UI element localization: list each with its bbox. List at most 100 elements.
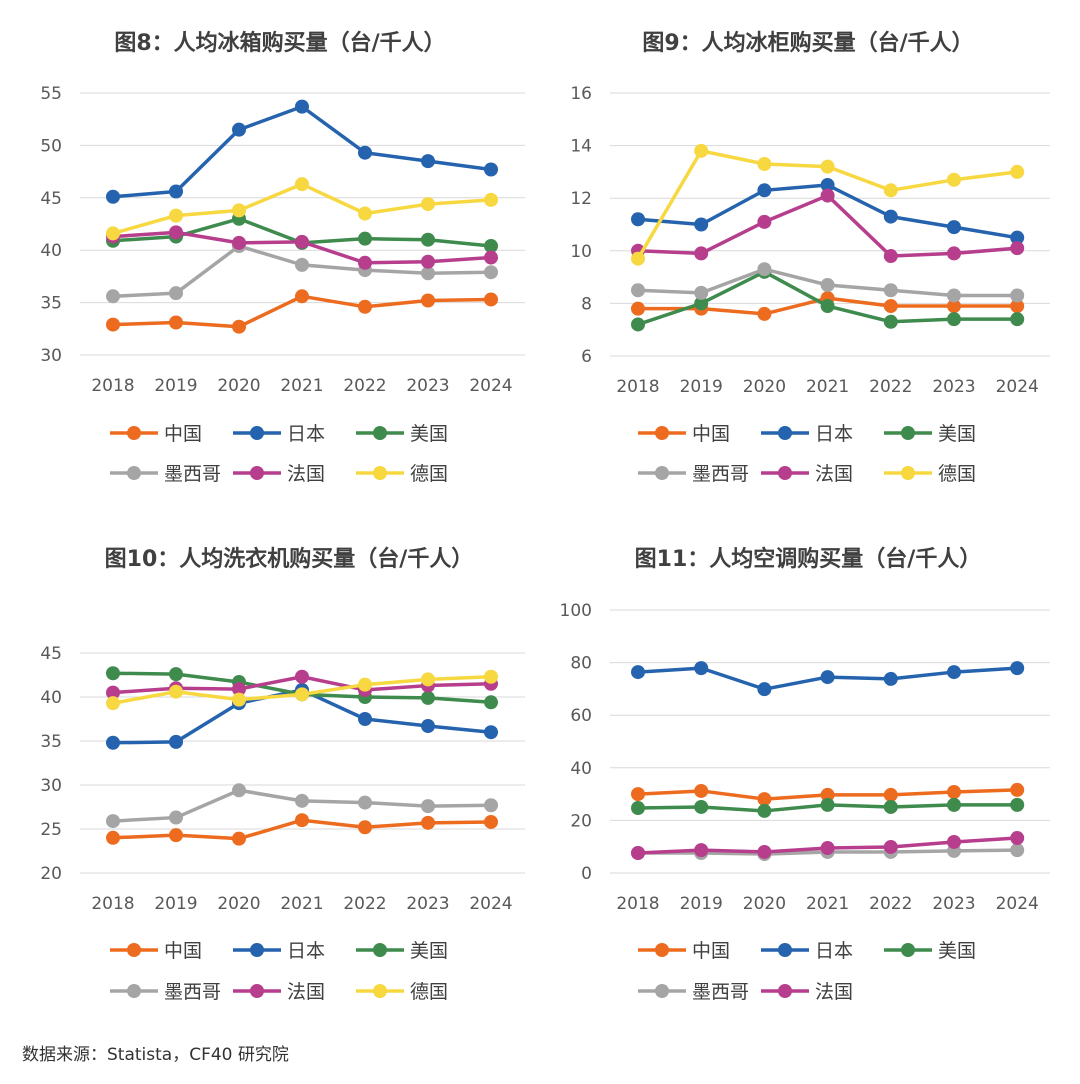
data-point [358, 299, 372, 314]
legend-label: 墨西哥 [692, 463, 749, 485]
data-point [820, 787, 835, 802]
y-tick-label: 20 [40, 864, 62, 884]
data-point [232, 203, 246, 218]
y-tick-label: 12 [570, 189, 592, 209]
y-tick-label: 30 [40, 346, 62, 366]
data-point [169, 828, 183, 843]
x-tick-label: 2023 [406, 376, 449, 396]
legend-label: 法国 [815, 981, 853, 1003]
data-point [421, 266, 435, 281]
data-point [169, 734, 183, 749]
data-point [883, 209, 898, 224]
y-tick-label: 20 [570, 811, 592, 831]
data-point [106, 226, 120, 241]
legend-label: 美国 [938, 423, 976, 445]
legend-marker [127, 466, 141, 480]
data-point [1010, 241, 1025, 256]
legend-marker [778, 466, 792, 480]
data-point [106, 189, 120, 204]
y-tick-label: 40 [40, 241, 62, 261]
x-tick-label: 2023 [406, 894, 449, 914]
chart-title-freezer: 图9：人均冰柜购买量（台/千人） [642, 31, 974, 56]
data-point [694, 783, 709, 798]
data-point [1010, 164, 1025, 179]
data-point [694, 285, 709, 300]
data-point [947, 797, 961, 812]
data-point [484, 814, 498, 829]
data-point [484, 265, 498, 280]
data-point [484, 725, 498, 740]
data-point [820, 670, 835, 685]
data-point [169, 208, 183, 223]
legend-marker [250, 426, 264, 440]
data-point [820, 277, 835, 292]
legend-marker [250, 984, 264, 998]
x-tick-label: 2018 [616, 377, 659, 397]
legend-label: 墨西哥 [692, 981, 749, 1003]
data-point [295, 793, 309, 808]
y-tick-label: 25 [40, 820, 62, 840]
data-point [169, 684, 183, 699]
y-tick-label: 50 [40, 136, 62, 156]
data-point [631, 301, 645, 316]
x-tick-label: 2024 [996, 377, 1039, 397]
data-point [169, 225, 183, 240]
data-point [883, 314, 898, 329]
data-point [484, 162, 498, 177]
data-point [820, 178, 835, 193]
x-tick-label: 2022 [343, 894, 386, 914]
legend-marker [778, 426, 792, 440]
legend-label: 中国 [164, 423, 202, 445]
data-point [1010, 288, 1025, 303]
y-tick-label: 14 [570, 137, 592, 157]
data-point [232, 319, 246, 334]
data-point [694, 799, 709, 814]
legend-label: 日本 [287, 940, 325, 962]
data-point [295, 669, 309, 684]
legend-marker [655, 984, 669, 998]
y-tick-label: 45 [40, 189, 62, 209]
data-point [169, 315, 183, 330]
data-point [883, 787, 898, 802]
data-point [757, 183, 772, 198]
data-point [484, 192, 498, 207]
x-tick-label: 2024 [469, 376, 512, 396]
x-tick-label: 2021 [806, 894, 849, 914]
data-point [232, 831, 246, 846]
chart-title-ac: 图11：人均空调购买量（台/千人） [634, 547, 982, 572]
data-point [421, 719, 435, 734]
data-point [757, 682, 772, 697]
data-point [169, 184, 183, 199]
data-point [358, 820, 372, 835]
data-point [106, 735, 120, 750]
data-point [631, 787, 645, 802]
data-point [232, 783, 246, 798]
legend-marker [127, 943, 141, 957]
legend-marker [250, 466, 264, 480]
data-point [295, 177, 309, 192]
legend-label: 德国 [410, 981, 448, 1003]
data-point [757, 792, 772, 807]
data-point [883, 299, 898, 314]
data-point [820, 159, 835, 174]
data-point [106, 696, 120, 711]
data-point [757, 306, 772, 321]
data-point [757, 844, 772, 859]
y-tick-label: 100 [560, 601, 592, 621]
x-tick-label: 2019 [680, 377, 723, 397]
data-point [631, 665, 645, 680]
data-point [421, 799, 435, 814]
data-point [232, 235, 246, 250]
data-point [947, 172, 961, 187]
data-point [631, 212, 645, 227]
x-tick-label: 2022 [343, 376, 386, 396]
data-point [106, 317, 120, 332]
y-tick-label: 30 [40, 776, 62, 796]
data-point [757, 262, 772, 277]
data-point [295, 99, 309, 114]
data-point [820, 188, 835, 203]
data-point [947, 312, 961, 327]
data-point [421, 197, 435, 212]
data-point [947, 665, 961, 680]
